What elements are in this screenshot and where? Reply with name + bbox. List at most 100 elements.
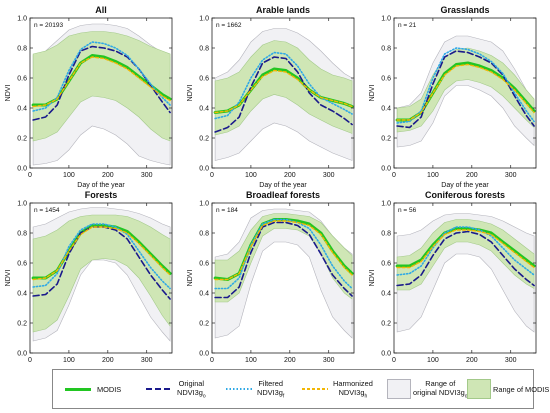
legend-swatch-range-original	[387, 379, 411, 399]
y-tick-label: 0.2	[199, 321, 209, 328]
panel-all: 0.0 0.2 0.4 0.6 0.8 1.0 0 100 200 300 All n = 20193…	[5, 5, 173, 189]
series-line-original	[396, 50, 535, 129]
legend-label-range-original-line2: original NDVI3g	[413, 388, 465, 397]
legend-label-range-original-sub: o	[465, 393, 468, 399]
y-tick-label: 0.0	[17, 351, 27, 358]
plot-area	[213, 208, 354, 339]
y-tick-label: 0.4	[199, 291, 209, 298]
legend-label-filtered: Filtered NDVI3gf	[257, 379, 284, 401]
x-tick-label: 100	[245, 172, 257, 179]
legend-swatch-filtered	[226, 388, 252, 390]
y-tick-label: 0.0	[381, 166, 391, 173]
sample-size-label: n = 184	[216, 207, 238, 214]
series-line-harmonized	[396, 229, 535, 269]
legend-item-original: Original NDVI3go	[143, 370, 223, 408]
plot-area	[395, 35, 536, 148]
y-tick-label: 0.6	[381, 261, 391, 268]
y-tick-label: 0.4	[381, 291, 391, 298]
y-tick-label: 0.6	[199, 261, 209, 268]
x-tick-label: 100	[427, 357, 439, 364]
y-tick-label: 0.8	[17, 231, 27, 238]
y-axis-label: NDVI	[5, 270, 12, 287]
series-line-original	[214, 221, 353, 299]
x-tick-label: 0	[28, 172, 32, 179]
y-tick-label: 0.0	[199, 166, 209, 173]
legend-label-range-original: Range of original NDVI3go	[413, 379, 468, 401]
range-modis-band	[214, 40, 353, 136]
plot-frame	[29, 17, 173, 169]
range-modis-band	[396, 47, 535, 133]
x-axis-label: Day of the year	[77, 182, 125, 189]
series-line-filtered	[396, 226, 535, 276]
y-tick-label: 0.8	[199, 231, 209, 238]
y-axis-label: NDVI	[187, 270, 194, 287]
x-tick-label: 100	[427, 172, 439, 179]
legend-swatch-harmonized	[302, 388, 328, 390]
x-tick-label: 300	[141, 172, 153, 179]
y-tick-label: 0.4	[17, 106, 27, 113]
plot-frame	[393, 202, 537, 354]
legend-label-harmonized-line1: Harmonized	[333, 379, 373, 388]
y-tick-label: 0.2	[199, 136, 209, 143]
series-line-harmonized	[32, 226, 171, 281]
panel-title: Forests	[85, 190, 118, 200]
panel-forests: 0.0 0.2 0.4 0.6 0.8 1.0 0 100 200 300 Forests n = 1…	[5, 190, 173, 364]
sample-size-label: n = 1662	[216, 22, 242, 29]
plot-frame	[211, 202, 355, 354]
x-tick-label: 0	[392, 357, 396, 364]
range-modis-band	[32, 31, 171, 142]
panel-title: Grasslands	[440, 5, 489, 15]
legend-label-harmonized-line2: NDVI3g	[338, 388, 365, 397]
range-modis-band	[32, 214, 171, 333]
y-tick-label: 0.8	[17, 46, 27, 53]
range-modis-band	[214, 213, 353, 303]
y-tick-label: 0.0	[17, 166, 27, 173]
legend: MODIS Original NDVI3go Filtered NDVI3gf …	[52, 369, 549, 409]
y-tick-label: 0.4	[381, 106, 391, 113]
panel-title: Arable lands	[256, 5, 310, 15]
x-tick-label: 0	[210, 357, 214, 364]
sample-size-label: n = 1454	[34, 207, 60, 214]
figure: 0.0 0.2 0.4 0.6 0.8 1.0 0 100 200 300 All n = 20193…	[5, 5, 537, 364]
x-tick-label: 300	[505, 172, 517, 179]
legend-item-range-original: Range of original NDVI3go	[385, 370, 468, 408]
x-tick-label: 300	[505, 357, 517, 364]
panel-arable-lands: 0.0 0.2 0.4 0.6 0.8 1.0 0 100 200 300 Arable lands…	[187, 5, 355, 189]
x-tick-label: 300	[141, 357, 153, 364]
series-line-original	[214, 56, 353, 133]
panel-broadleaf-forests: 0.0 0.2 0.4 0.6 0.8 1.0 0 100 200 300 Broadleaf fo…	[187, 190, 355, 364]
y-tick-label: 1.0	[381, 16, 391, 23]
y-axis-label: NDVI	[369, 270, 376, 287]
y-tick-label: 0.4	[17, 291, 27, 298]
series-line-filtered	[32, 41, 171, 112]
y-axis-label: NDVI	[5, 85, 12, 102]
y-tick-label: 0.4	[199, 106, 209, 113]
plot-frame	[29, 202, 173, 354]
legend-label-original: Original NDVI3go	[177, 379, 206, 401]
y-tick-label: 1.0	[17, 201, 27, 208]
x-tick-label: 300	[323, 357, 335, 364]
range-modis-band	[396, 219, 535, 291]
sample-size-label: n = 21	[398, 22, 417, 29]
x-tick-label: 200	[102, 357, 114, 364]
legend-swatch-original	[146, 388, 172, 390]
legend-label-filtered-line2: NDVI3g	[257, 388, 283, 397]
y-tick-label: 0.8	[381, 46, 391, 53]
series-line-original	[396, 230, 535, 287]
y-tick-label: 0.6	[199, 76, 209, 83]
series-line-filtered	[214, 218, 353, 290]
sample-size-label: n = 20193	[34, 22, 63, 29]
panel-title: Coniferous forests	[425, 190, 505, 200]
y-tick-label: 1.0	[199, 16, 209, 23]
x-tick-label: 300	[323, 172, 335, 179]
legend-label-range-modis: Range of MODIS	[493, 385, 550, 394]
panel-grasslands: 0.0 0.2 0.4 0.6 0.8 1.0 0 100 200 300 Grasslands n …	[369, 5, 537, 189]
y-tick-label: 0.6	[17, 76, 27, 83]
y-tick-label: 0.8	[381, 231, 391, 238]
y-tick-label: 0.8	[199, 46, 209, 53]
x-tick-label: 200	[284, 357, 296, 364]
x-tick-label: 200	[466, 357, 478, 364]
legend-item-range-modis: Range of MODIS	[465, 370, 549, 408]
series-line-harmonized	[214, 69, 353, 114]
y-tick-label: 1.0	[17, 16, 27, 23]
